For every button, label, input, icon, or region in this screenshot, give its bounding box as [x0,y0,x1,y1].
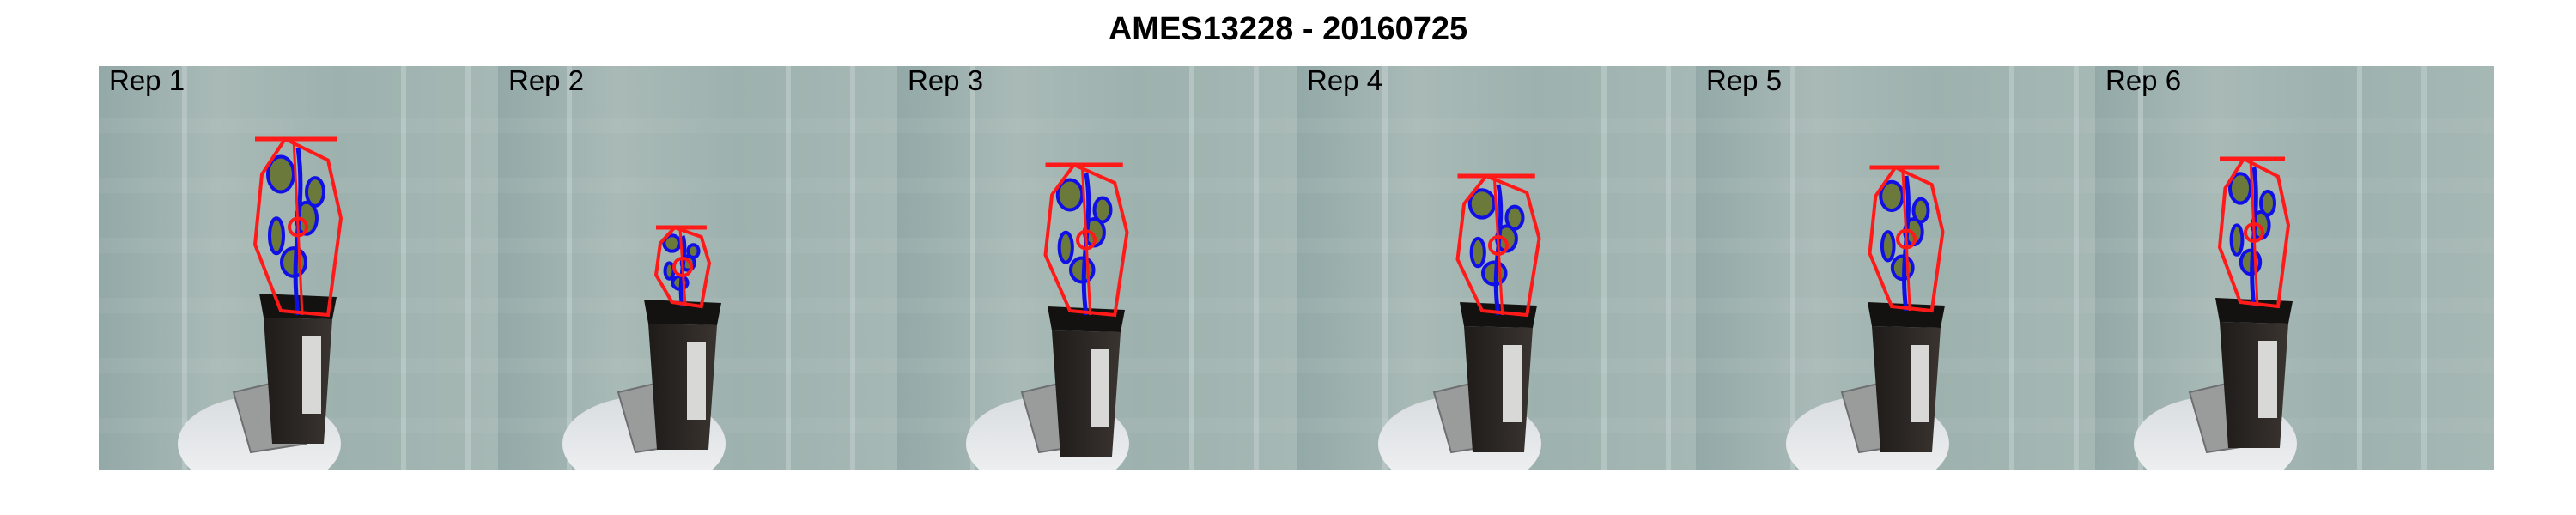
pot-label-card [1503,345,1522,422]
figure-title: AMES13228 - 20160725 [1108,11,1468,47]
pot-label-card [1911,345,1929,422]
convex-hull [653,225,712,309]
rep-label-2: Rep 2 [508,66,584,96]
rep-label-6: Rep 6 [2105,66,2181,96]
wall-band [2095,178,2494,193]
leaf-segment [1055,178,1084,212]
wall-seam [1601,66,1607,470]
pot-body [264,318,332,444]
wall-seam [850,66,855,470]
rep-label-1: Rep 1 [109,66,185,96]
centroid-marker [1076,229,1097,251]
centroid-marker [288,216,308,238]
wall-band [99,118,498,133]
pot-label-card [687,342,706,420]
wall-seam [2138,66,2143,470]
background-wall [2095,66,2494,470]
leaf-segment [1880,230,1896,263]
wall-band [2095,238,2494,253]
centroid-marker [1488,235,1509,256]
wall-seam [465,66,471,470]
pot-label-card [2258,341,2277,418]
center-axis [1901,167,1911,312]
wall-seam [1382,66,1388,470]
leaf-segment [663,261,676,281]
convex-hull [2217,156,2291,309]
leaf-segment [1469,236,1486,269]
pot-body [2220,322,2288,448]
leaf-segment [1057,230,1074,264]
leaf-segment [1092,196,1113,224]
panel-rep-5: Rep 5 [1696,66,2095,470]
wall-band [897,298,1297,313]
pot-body [648,324,717,450]
wall-seam [567,66,572,470]
leaf-segment [1467,188,1497,220]
wall-band [1696,118,2095,133]
center-axis [2249,158,2259,307]
leaf-segment [686,243,701,259]
wall-seam [1254,66,1259,470]
pot-label-card [302,336,321,414]
wall-seam [1666,66,1671,470]
wall-band [897,118,1297,133]
rep-label-3: Rep 3 [908,66,983,96]
pot-body [1464,326,1533,452]
wall-band [498,178,897,193]
wall-band [1297,238,1696,253]
panel-rep-1: Rep 1 [99,66,498,470]
panel-rep-6: Rep 6 [2095,66,2494,470]
leaf-segment [1504,204,1525,231]
wall-seam [1189,66,1194,470]
panel-rep-3: Rep 3 [897,66,1297,470]
panel-strip: Rep 1 Rep 2 Rep 3 Rep 4 Rep 5 Rep 6 [99,66,2494,470]
panel-rep-2: Rep 2 [498,66,897,470]
leaf-segment [2228,172,2252,205]
center-axis [678,227,687,307]
panel-rep-4: Rep 4 [1297,66,1696,470]
wall-seam [1790,66,1795,470]
convex-hull [1455,173,1541,318]
leaf-segment [268,216,285,256]
wall-seam [2357,66,2362,470]
wall-band [1297,178,1696,193]
leaf-segment [266,154,295,194]
pot-label-card [1091,349,1109,427]
center-axis [1080,164,1092,316]
centroid-marker [672,257,693,277]
convex-hull [1043,162,1129,318]
centroid-marker [2244,222,2264,243]
leaf-segment [305,176,325,208]
centroid-marker [1896,228,1917,250]
wall-seam [2009,66,2014,470]
wall-band [498,118,897,133]
wall-band [2095,298,2494,313]
pot-body [1052,330,1121,457]
center-axis [1492,175,1504,316]
center-axis [292,138,304,316]
wall-seam [786,66,791,470]
convex-hull [1868,165,1945,313]
leaf-segment [2259,189,2276,217]
wall-band [1297,118,1696,133]
rep-label-5: Rep 5 [1706,66,1782,96]
pot-body [1872,326,1941,452]
wall-band [897,178,1297,193]
wall-seam [182,66,187,470]
wall-band [2095,118,2494,133]
wall-band [2095,358,2494,373]
wall-seam [2421,66,2427,470]
leaf-segment [2229,223,2245,257]
wall-seam [970,66,975,470]
panel-strip-svg: Rep 1 Rep 2 Rep 3 Rep 4 Rep 5 Rep 6 [99,66,2494,470]
convex-hull [252,136,343,318]
rep-label-4: Rep 4 [1307,66,1382,96]
leaf-segment [1879,179,1905,213]
wall-seam [2074,66,2079,470]
wall-seam [401,66,406,470]
leaf-segment [1911,197,1930,224]
